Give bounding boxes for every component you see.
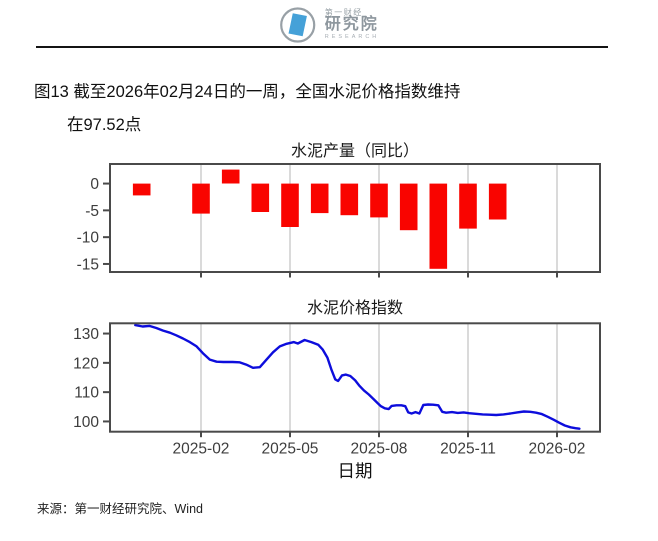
production-bar xyxy=(429,183,448,269)
panel-border xyxy=(109,322,601,433)
axis-tick-label: 120 xyxy=(73,355,99,372)
axis-tick-label: -15 xyxy=(77,256,99,273)
figure-caption-line1: 图13 截至2026年02月24日的一周，全国水泥价格指数维持 xyxy=(34,83,461,101)
production-bar xyxy=(132,183,151,196)
production-bar xyxy=(488,183,507,220)
figure-caption: 图13 截至2026年02月24日的一周，全国水泥价格指数维持 在97.52点 xyxy=(34,76,594,142)
axis-tick-label: 100 xyxy=(73,414,99,431)
publisher-logo: 第一财经 研究院 RESEARCH xyxy=(279,5,380,45)
production-bar xyxy=(399,183,418,231)
price-index-line xyxy=(134,323,581,430)
production-bar xyxy=(340,183,359,216)
header-divider xyxy=(36,46,608,48)
axis-tick-label: -10 xyxy=(77,230,100,247)
axis-tick-label: 110 xyxy=(74,385,99,402)
production-bar xyxy=(192,183,210,214)
production-bar xyxy=(310,183,329,214)
axis-tick-label: 2026-02 xyxy=(529,441,586,458)
logo-brand-bottom: 研究院 xyxy=(324,16,379,34)
axis-tick-label: 0 xyxy=(90,176,99,193)
axis-tick-label: 2025-11 xyxy=(440,441,496,458)
axis-tick-label: 130 xyxy=(73,326,99,343)
figure-caption-line2: 在97.52点 xyxy=(67,116,142,134)
production-bar xyxy=(459,183,477,229)
production-bar xyxy=(281,183,299,227)
line-chart-title: 水泥价格指数 xyxy=(306,300,403,317)
production-bar xyxy=(370,183,388,218)
production-bar xyxy=(251,183,270,212)
logo-wordmark: 第一财经 研究院 RESEARCH xyxy=(324,8,380,41)
source-note: 来源：第一财经研究院、Wind xyxy=(37,502,203,516)
axis-tick-label: 2025-08 xyxy=(351,441,408,458)
x-axis-label: 日期 xyxy=(337,461,373,481)
axis-tick-label: 2025-05 xyxy=(262,441,319,458)
panel-border xyxy=(109,163,601,273)
logo-brand-top: 第一财经 xyxy=(324,8,363,18)
axis-tick-label: 2025-02 xyxy=(173,441,230,458)
axis-tick-label: -5 xyxy=(85,203,99,220)
bar-chart-title: 水泥产量（同比） xyxy=(290,143,419,160)
logo-brand-sub: RESEARCH xyxy=(324,34,380,41)
production-bar xyxy=(221,169,240,184)
logo-mark-icon xyxy=(280,7,316,43)
